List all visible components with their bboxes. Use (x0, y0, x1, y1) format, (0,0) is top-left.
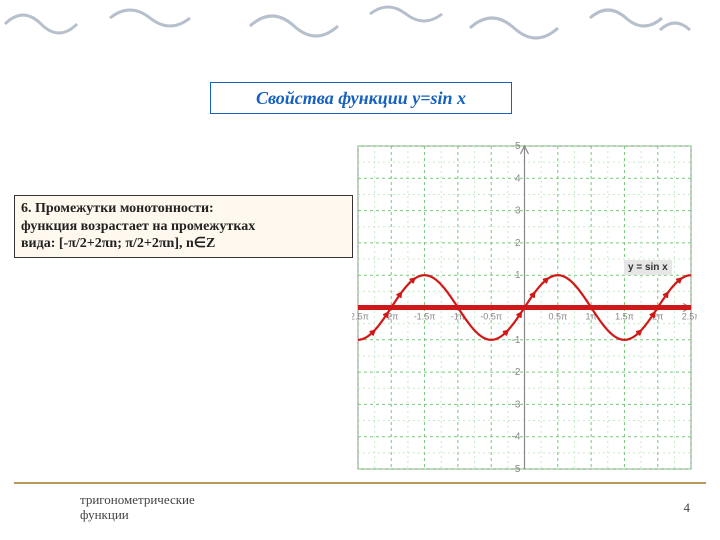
decorative-header (0, 0, 720, 42)
svg-text:-1.5π: -1.5π (414, 312, 436, 322)
graph-curve-label: y = sin x (624, 260, 672, 275)
footer-rule (14, 482, 706, 484)
svg-text:2.5π: 2.5π (682, 312, 697, 322)
svg-text:-4: -4 (512, 432, 521, 443)
svg-text:-3: -3 (512, 399, 521, 410)
svg-text:1.5π: 1.5π (615, 312, 634, 322)
svg-text:-2.5π: -2.5π (352, 312, 369, 322)
svg-text:5: 5 (515, 141, 521, 152)
slide-title-box: Свойства функции y=sin x (210, 82, 512, 114)
svg-text:-1: -1 (512, 335, 521, 346)
property-line: 6. Промежутки монотонности: (21, 200, 346, 218)
sine-graph: -5-4-3-2-112345-2.5π-2π-1.5π-1π-0.5π0.5π… (352, 140, 697, 475)
svg-text:1: 1 (515, 270, 521, 281)
footer-topic: тригонометрические функции (80, 493, 195, 523)
property-line: вида: [-π/2+2πn; π/2+2πn], n∈Z (21, 235, 346, 253)
svg-text:3: 3 (515, 206, 521, 217)
page-number: 4 (684, 500, 691, 516)
svg-text:4: 4 (515, 173, 521, 184)
svg-text:-0.5π: -0.5π (480, 312, 502, 322)
property-box: 6. Промежутки монотонности: функция возр… (14, 195, 353, 258)
slide-title: Свойства функции y=sin x (256, 88, 466, 109)
svg-text:-2: -2 (512, 367, 521, 378)
svg-text:0.5π: 0.5π (548, 312, 567, 322)
property-line: функция возрастает на промежутках (21, 218, 346, 236)
svg-text:-5: -5 (512, 464, 521, 475)
svg-text:2: 2 (515, 238, 521, 249)
